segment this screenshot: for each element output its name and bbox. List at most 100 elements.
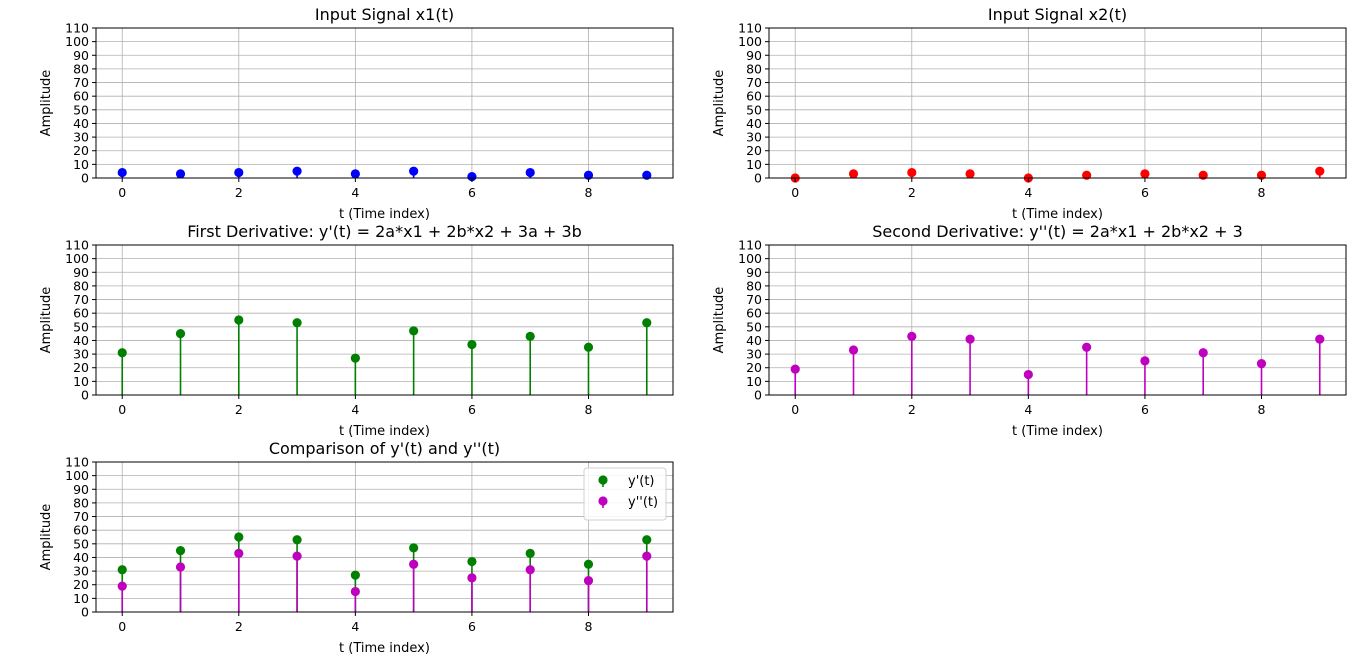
x-tick-label: 0 <box>791 402 799 417</box>
x-tick-label: 2 <box>908 185 916 200</box>
y-tick-label: 110 <box>65 21 89 36</box>
data-point <box>642 318 652 328</box>
x-tick-label: 4 <box>351 619 359 634</box>
x-tick-label: 8 <box>585 402 593 417</box>
y-tick-label: 80 <box>73 278 89 293</box>
data-point <box>409 543 419 553</box>
y-tick-label: 50 <box>73 536 89 551</box>
data-point <box>1315 334 1325 344</box>
y-tick-label: 40 <box>73 550 89 565</box>
y-tick-label: 20 <box>746 143 762 158</box>
data-point <box>292 535 302 545</box>
data-point <box>175 546 186 556</box>
x-tick-label: 2 <box>235 402 243 417</box>
data-point <box>175 169 186 179</box>
data-point <box>467 573 477 583</box>
y-tick-label: 20 <box>73 360 89 375</box>
y-axis-label: Amplitude <box>39 287 54 354</box>
axes-frame <box>95 461 674 613</box>
y-tick-label: 100 <box>738 34 762 49</box>
data-point <box>234 315 244 325</box>
data-point <box>1140 169 1150 179</box>
y-tick-label: 70 <box>73 509 89 524</box>
chart-title: Comparison of y'(t) and y''(t) <box>269 439 500 458</box>
legend-label: y''(t) <box>628 495 658 510</box>
data-point <box>292 318 302 328</box>
legend: y'(t) y''(t) <box>583 467 667 521</box>
y-tick-label: 30 <box>746 347 762 362</box>
axes-frame <box>768 244 1347 396</box>
x-tick-label: 8 <box>585 619 593 634</box>
x-tick-label: 4 <box>351 185 359 200</box>
y-tick-label: 70 <box>73 75 89 90</box>
y-tick-label: 10 <box>73 157 89 172</box>
data-point <box>1198 348 1208 358</box>
y-tick-label: 0 <box>754 388 762 403</box>
y-tick-label: 100 <box>65 251 89 266</box>
data-point <box>292 166 302 176</box>
y-tick-label: 10 <box>73 374 89 389</box>
data-point <box>175 329 186 339</box>
x-tick-label: 6 <box>468 619 476 634</box>
y-tick-label: 60 <box>746 306 762 321</box>
x-tick-label: 4 <box>351 402 359 417</box>
x-tick-label: 6 <box>468 185 476 200</box>
data-point <box>175 562 186 572</box>
y-axis-label: Amplitude <box>712 70 727 137</box>
y-tick-label: 30 <box>73 347 89 362</box>
x-tick-label: 4 <box>1024 402 1032 417</box>
data-point <box>1082 342 1092 352</box>
chart-title: Second Derivative: y''(t) = 2a*x1 + 2b*x… <box>872 222 1243 241</box>
x-axis-label: t (Time index) <box>339 207 430 222</box>
y-tick-label: 90 <box>746 265 762 280</box>
y-tick-label: 0 <box>754 171 762 186</box>
x-tick-label: 4 <box>1024 185 1032 200</box>
y-tick-label: 100 <box>65 468 89 483</box>
x-tick-label: 2 <box>235 619 243 634</box>
y-tick-label: 70 <box>73 292 89 307</box>
y-tick-label: 20 <box>73 143 89 158</box>
data-point <box>350 169 360 179</box>
x-tick-label: 2 <box>908 402 916 417</box>
y-tick-label: 40 <box>73 333 89 348</box>
y-tick-label: 110 <box>65 238 89 253</box>
data-point <box>467 339 477 350</box>
x-tick-label: 0 <box>118 619 126 634</box>
y-tick-label: 40 <box>73 116 89 131</box>
data-point <box>117 581 127 591</box>
data-point <box>117 167 127 178</box>
y-tick-label: 50 <box>746 102 762 117</box>
data-point <box>525 331 535 341</box>
y-tick-label: 110 <box>65 455 89 470</box>
data-point <box>350 586 360 597</box>
y-tick-label: 30 <box>73 130 89 145</box>
data-point <box>292 551 302 561</box>
data-point <box>409 326 419 336</box>
y-tick-label: 10 <box>746 374 762 389</box>
axes-frame <box>95 244 674 396</box>
y-tick-label: 90 <box>73 48 89 63</box>
data-point <box>583 576 594 586</box>
y-tick-label: 50 <box>73 319 89 334</box>
y-tick-label: 90 <box>73 482 89 497</box>
chart-title: First Derivative: y'(t) = 2a*x1 + 2b*x2 … <box>187 222 582 241</box>
y-tick-label: 20 <box>73 577 89 592</box>
data-point <box>642 535 652 545</box>
data-point <box>1023 369 1033 380</box>
data-point <box>642 551 652 561</box>
data-point <box>907 331 917 341</box>
x-tick-label: 0 <box>118 185 126 200</box>
y-tick-label: 100 <box>65 34 89 49</box>
data-point <box>467 172 477 182</box>
x-axis-label: t (Time index) <box>1012 424 1103 439</box>
y-tick-label: 40 <box>746 116 762 131</box>
y-tick-label: 80 <box>746 278 762 293</box>
data-point <box>848 169 859 179</box>
data-point <box>583 342 594 352</box>
data-point <box>409 166 419 176</box>
y-tick-label: 0 <box>81 171 89 186</box>
data-point <box>525 548 535 558</box>
x-axis-label: t (Time index) <box>1012 207 1103 222</box>
